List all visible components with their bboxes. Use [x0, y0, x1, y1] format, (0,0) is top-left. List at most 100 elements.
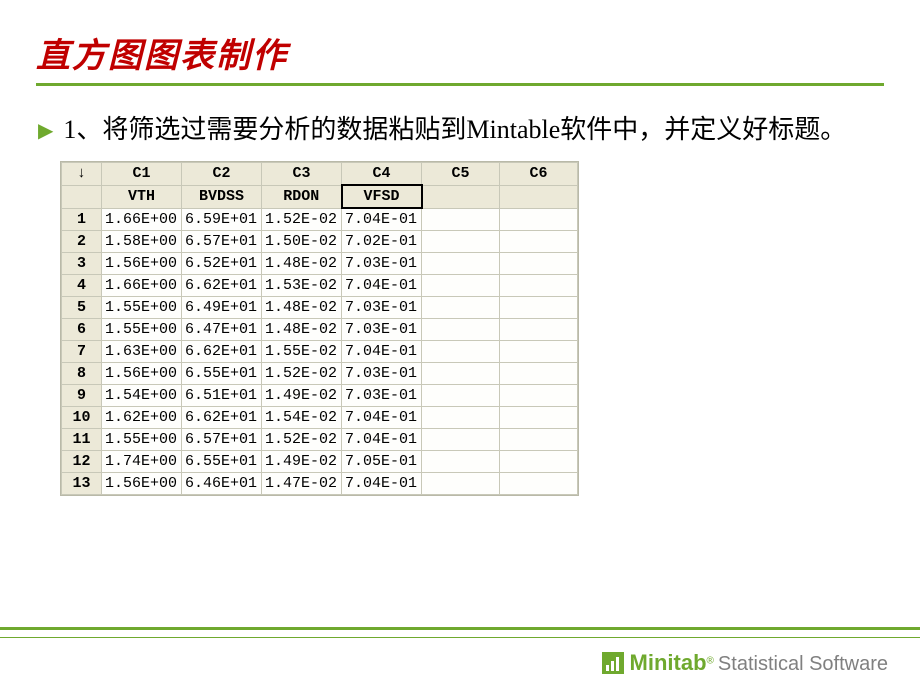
column-name-cell[interactable]: BVDSS [182, 185, 262, 208]
data-cell[interactable] [422, 429, 500, 451]
data-cell[interactable] [500, 451, 578, 473]
data-cell[interactable]: 1.56E+00 [102, 253, 182, 275]
data-cell[interactable]: 1.56E+00 [102, 363, 182, 385]
data-cell[interactable] [500, 297, 578, 319]
data-cell[interactable] [422, 385, 500, 407]
data-cell[interactable]: 6.52E+01 [182, 253, 262, 275]
data-cell[interactable] [422, 275, 500, 297]
data-cell[interactable]: 6.49E+01 [182, 297, 262, 319]
column-name-cell[interactable] [500, 185, 578, 208]
data-cell[interactable]: 1.52E-02 [262, 429, 342, 451]
data-cell[interactable]: 6.62E+01 [182, 275, 262, 297]
data-cell[interactable] [500, 473, 578, 495]
data-cell[interactable]: 7.03E-01 [342, 385, 422, 407]
data-cell[interactable]: 1.47E-02 [262, 473, 342, 495]
data-cell[interactable]: 6.57E+01 [182, 231, 262, 253]
column-name-cell[interactable]: VFSD [342, 185, 422, 208]
data-cell[interactable] [500, 275, 578, 297]
column-header[interactable]: C1 [102, 163, 182, 186]
row-header[interactable]: 6 [62, 319, 102, 341]
data-cell[interactable]: 6.62E+01 [182, 341, 262, 363]
data-cell[interactable]: 1.55E+00 [102, 429, 182, 451]
data-cell[interactable] [500, 363, 578, 385]
data-cell[interactable]: 1.54E-02 [262, 407, 342, 429]
data-cell[interactable] [500, 253, 578, 275]
row-header[interactable]: 3 [62, 253, 102, 275]
corner-cell[interactable]: ↓ [62, 163, 102, 186]
data-cell[interactable]: 7.02E-01 [342, 231, 422, 253]
data-cell[interactable]: 1.53E-02 [262, 275, 342, 297]
data-cell[interactable]: 1.55E-02 [262, 341, 342, 363]
data-cell[interactable]: 1.49E-02 [262, 385, 342, 407]
column-name-cell[interactable]: VTH [102, 185, 182, 208]
data-cell[interactable] [422, 407, 500, 429]
data-cell[interactable] [422, 208, 500, 231]
data-cell[interactable]: 6.55E+01 [182, 451, 262, 473]
column-header[interactable]: C3 [262, 163, 342, 186]
data-cell[interactable] [500, 231, 578, 253]
data-cell[interactable] [422, 297, 500, 319]
data-cell[interactable] [422, 341, 500, 363]
data-cell[interactable] [500, 341, 578, 363]
data-cell[interactable]: 7.04E-01 [342, 473, 422, 495]
column-header[interactable]: C5 [422, 163, 500, 186]
data-cell[interactable]: 6.46E+01 [182, 473, 262, 495]
data-cell[interactable]: 6.62E+01 [182, 407, 262, 429]
data-cell[interactable]: 1.49E-02 [262, 451, 342, 473]
data-cell[interactable] [500, 385, 578, 407]
data-cell[interactable]: 6.57E+01 [182, 429, 262, 451]
column-header[interactable]: C4 [342, 163, 422, 186]
data-cell[interactable]: 1.55E+00 [102, 297, 182, 319]
data-cell[interactable]: 6.55E+01 [182, 363, 262, 385]
row-header[interactable]: 8 [62, 363, 102, 385]
data-cell[interactable] [422, 231, 500, 253]
row-header[interactable]: 1 [62, 208, 102, 231]
data-cell[interactable]: 1.55E+00 [102, 319, 182, 341]
data-cell[interactable] [500, 429, 578, 451]
data-cell[interactable]: 6.51E+01 [182, 385, 262, 407]
data-cell[interactable] [422, 319, 500, 341]
data-cell[interactable]: 1.62E+00 [102, 407, 182, 429]
data-cell[interactable]: 7.04E-01 [342, 407, 422, 429]
row-header[interactable]: 11 [62, 429, 102, 451]
data-cell[interactable]: 1.52E-02 [262, 363, 342, 385]
data-cell[interactable]: 6.59E+01 [182, 208, 262, 231]
row-header[interactable]: 10 [62, 407, 102, 429]
data-cell[interactable] [422, 473, 500, 495]
data-cell[interactable]: 1.63E+00 [102, 341, 182, 363]
data-cell[interactable]: 7.05E-01 [342, 451, 422, 473]
row-header[interactable]: 4 [62, 275, 102, 297]
data-cell[interactable]: 1.48E-02 [262, 319, 342, 341]
data-cell[interactable]: 7.04E-01 [342, 429, 422, 451]
row-header[interactable]: 13 [62, 473, 102, 495]
data-cell[interactable]: 7.03E-01 [342, 319, 422, 341]
row-header[interactable]: 2 [62, 231, 102, 253]
data-cell[interactable]: 1.54E+00 [102, 385, 182, 407]
data-cell[interactable] [422, 451, 500, 473]
column-header[interactable]: C6 [500, 163, 578, 186]
data-cell[interactable]: 1.50E-02 [262, 231, 342, 253]
data-cell[interactable]: 7.04E-01 [342, 208, 422, 231]
data-cell[interactable]: 1.56E+00 [102, 473, 182, 495]
data-cell[interactable] [422, 363, 500, 385]
data-cell[interactable]: 7.03E-01 [342, 253, 422, 275]
data-cell[interactable]: 1.48E-02 [262, 253, 342, 275]
column-header[interactable]: C2 [182, 163, 262, 186]
data-cell[interactable]: 1.48E-02 [262, 297, 342, 319]
data-cell[interactable]: 6.47E+01 [182, 319, 262, 341]
data-cell[interactable] [422, 253, 500, 275]
data-cell[interactable]: 7.03E-01 [342, 363, 422, 385]
data-cell[interactable] [500, 407, 578, 429]
row-header[interactable]: 12 [62, 451, 102, 473]
row-header[interactable]: 5 [62, 297, 102, 319]
row-header[interactable]: 7 [62, 341, 102, 363]
data-cell[interactable] [500, 208, 578, 231]
data-cell[interactable]: 1.74E+00 [102, 451, 182, 473]
row-header[interactable]: 9 [62, 385, 102, 407]
data-cell[interactable]: 1.58E+00 [102, 231, 182, 253]
data-cell[interactable]: 7.04E-01 [342, 275, 422, 297]
column-name-cell[interactable] [422, 185, 500, 208]
data-cell[interactable]: 1.52E-02 [262, 208, 342, 231]
data-cell[interactable]: 1.66E+00 [102, 208, 182, 231]
data-cell[interactable]: 7.04E-01 [342, 341, 422, 363]
